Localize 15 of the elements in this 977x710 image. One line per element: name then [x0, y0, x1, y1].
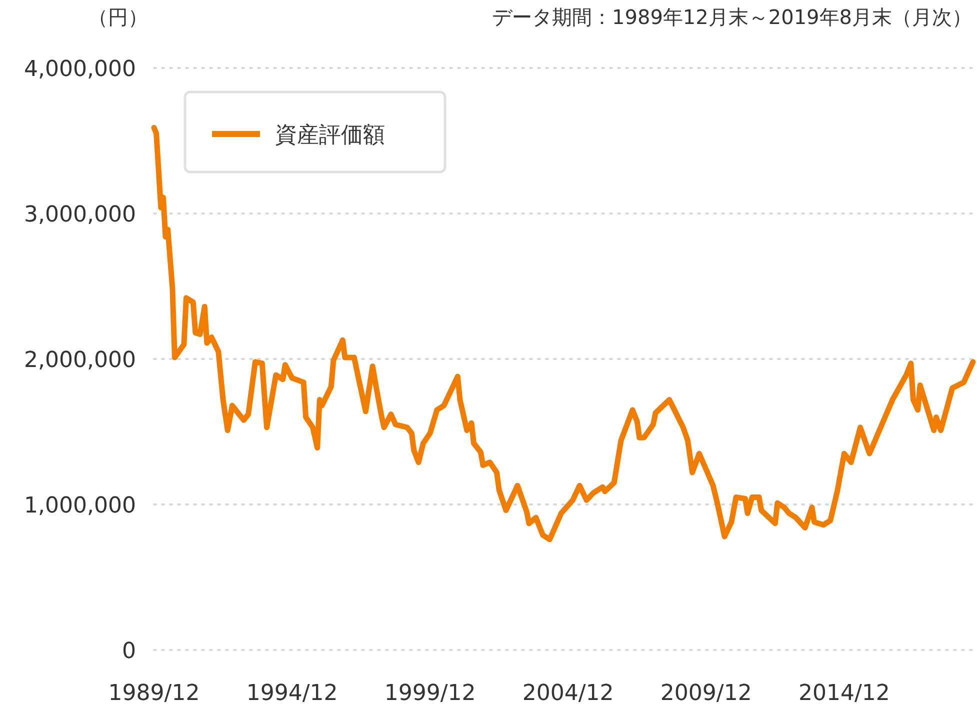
chart-subtitle: データ期間：1989年12月末～2019年8月末（月次） — [492, 5, 972, 29]
x-tick-label: 1999/12 — [384, 681, 476, 706]
y-tick-label: 4,000,000 — [24, 57, 136, 82]
y-tick-label: 0 — [122, 639, 136, 664]
legend: 資産評価額 — [184, 90, 446, 174]
x-tick-label: 2004/12 — [522, 681, 614, 706]
x-tick-label: 2009/12 — [660, 681, 752, 706]
y-axis-title: （円） — [88, 5, 148, 29]
y-tick-label: 2,000,000 — [24, 348, 136, 373]
x-tick-label: 1989/12 — [108, 681, 200, 706]
legend-label: 資産評価額 — [275, 123, 385, 148]
x-tick-label: 1994/12 — [246, 681, 338, 706]
x-tick-label: 2014/12 — [798, 681, 890, 706]
y-tick-label: 1,000,000 — [24, 494, 136, 518]
y-tick-label: 3,000,000 — [24, 202, 136, 228]
